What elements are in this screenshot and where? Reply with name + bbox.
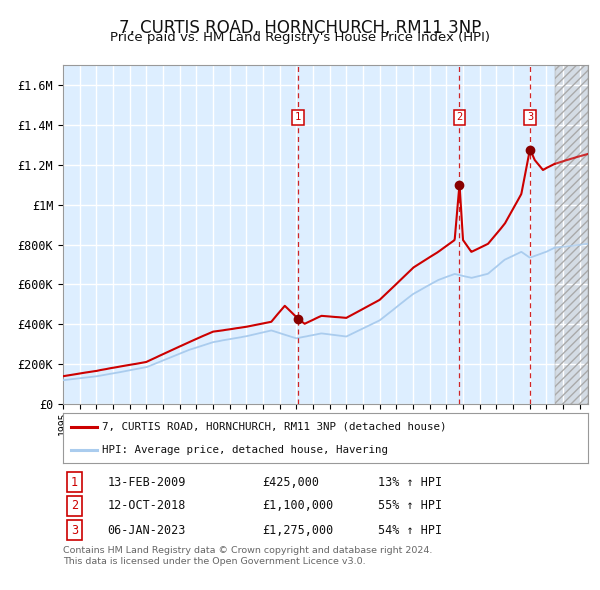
Text: £1,275,000: £1,275,000 (263, 524, 334, 537)
Text: Contains HM Land Registry data © Crown copyright and database right 2024.
This d: Contains HM Land Registry data © Crown c… (63, 546, 433, 566)
Text: 1: 1 (295, 113, 301, 123)
Text: 13-FEB-2009: 13-FEB-2009 (107, 476, 186, 489)
Text: HPI: Average price, detached house, Havering: HPI: Average price, detached house, Have… (103, 445, 388, 455)
Text: 7, CURTIS ROAD, HORNCHURCH, RM11 3NP (detached house): 7, CURTIS ROAD, HORNCHURCH, RM11 3NP (de… (103, 421, 447, 431)
Text: 7, CURTIS ROAD, HORNCHURCH, RM11 3NP: 7, CURTIS ROAD, HORNCHURCH, RM11 3NP (119, 19, 481, 38)
Text: 3: 3 (71, 524, 78, 537)
Text: 06-JAN-2023: 06-JAN-2023 (107, 524, 186, 537)
Text: 13% ↑ HPI: 13% ↑ HPI (378, 476, 442, 489)
Text: 12-OCT-2018: 12-OCT-2018 (107, 499, 186, 513)
Text: 54% ↑ HPI: 54% ↑ HPI (378, 524, 442, 537)
Bar (554, 65, 588, 404)
Text: £1,100,000: £1,100,000 (263, 499, 334, 513)
Text: 2: 2 (457, 113, 463, 123)
Text: 3: 3 (527, 113, 533, 123)
Text: 55% ↑ HPI: 55% ↑ HPI (378, 499, 442, 513)
Text: 2: 2 (71, 499, 78, 513)
Bar (554, 65, 588, 404)
Text: £425,000: £425,000 (263, 476, 320, 489)
Text: 1: 1 (71, 476, 78, 489)
Text: Price paid vs. HM Land Registry's House Price Index (HPI): Price paid vs. HM Land Registry's House … (110, 31, 490, 44)
